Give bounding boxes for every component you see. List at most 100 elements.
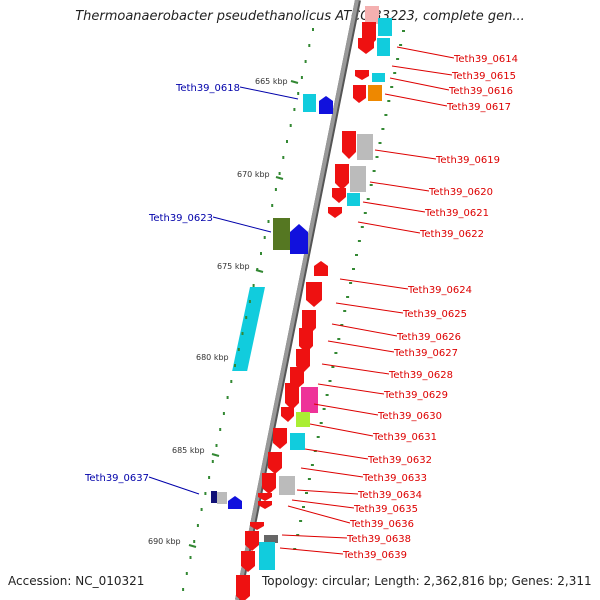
position-dot <box>363 212 367 214</box>
gene-feature-cyan[interactable] <box>378 18 392 36</box>
gene-arrow-blue[interactable] <box>319 96 333 114</box>
gene-label-right[interactable]: Teth39_0617 <box>446 102 511 113</box>
gene-label-right[interactable]: Teth39_0624 <box>407 285 472 296</box>
gene-feature-grey[interactable] <box>357 134 373 160</box>
gene-feature-darkgrey[interactable] <box>264 535 278 543</box>
gene-arrow-red[interactable] <box>285 383 299 410</box>
gene-feature-cyan[interactable] <box>259 542 275 570</box>
gene-label-right[interactable]: Teth39_0620 <box>428 187 493 198</box>
gene-arrow-red[interactable] <box>306 282 322 307</box>
position-dot <box>319 422 323 424</box>
position-dot <box>322 408 326 410</box>
position-dot <box>396 58 400 60</box>
position-dot <box>308 44 311 47</box>
gene-label-right[interactable]: Teth39_0621 <box>424 208 489 219</box>
gene-arrow-red[interactable] <box>281 407 294 422</box>
position-dot <box>355 254 358 256</box>
position-dot <box>312 28 314 31</box>
gene-arrow-red[interactable] <box>241 551 255 572</box>
position-dot <box>208 476 211 479</box>
gene-feature-cyan[interactable] <box>303 94 316 112</box>
gene-feature-lime[interactable] <box>296 412 310 427</box>
gene-label-left[interactable]: Teth39_0623 <box>148 213 213 224</box>
gene-label-right[interactable]: Teth39_0631 <box>372 432 437 443</box>
gene-feature-magenta[interactable] <box>301 387 318 413</box>
position-dot <box>196 524 199 527</box>
gene-label-right[interactable]: Teth39_0638 <box>346 534 411 545</box>
gene-arrow-red[interactable] <box>273 428 287 449</box>
gene-arrow-red[interactable] <box>355 70 369 80</box>
gene-label-right[interactable]: Teth39_0625 <box>402 309 467 320</box>
gene-label-leader <box>389 77 450 91</box>
gene-label-leader <box>291 499 355 509</box>
gene-label-leader <box>335 302 404 314</box>
gene-arrow-red[interactable] <box>250 522 264 530</box>
gene-feature-cyan[interactable] <box>372 73 385 82</box>
gene-arrow-red[interactable] <box>268 452 282 474</box>
gene-label-right[interactable]: Teth39_0622 <box>419 229 484 240</box>
gene-arrow-red[interactable] <box>353 85 366 103</box>
gene-arrow-red[interactable] <box>342 131 356 159</box>
gene-feature-pink[interactable] <box>365 6 379 24</box>
gene-arrow-red[interactable] <box>314 261 328 276</box>
gene-arrow-red[interactable] <box>236 575 250 600</box>
gene-label-right[interactable]: Teth39_0619 <box>435 155 500 166</box>
gene-arrow-blue[interactable] <box>228 496 242 509</box>
gene-label-right[interactable]: Teth39_0632 <box>367 455 432 466</box>
position-dot <box>189 556 192 559</box>
gene-feature-grey[interactable] <box>217 492 227 504</box>
position-dot <box>381 128 385 130</box>
position-dot <box>299 520 303 522</box>
gene-feature-navy[interactable] <box>211 491 217 503</box>
gene-arrow-red[interactable] <box>262 473 276 494</box>
gene-feature-cyan[interactable] <box>347 193 360 206</box>
gene-label-right[interactable]: Teth39_0626 <box>396 332 461 343</box>
gene-arrow-red[interactable] <box>358 38 374 54</box>
gene-arrow-red[interactable] <box>328 207 342 218</box>
gene-label-right[interactable]: Teth39_0636 <box>349 519 414 530</box>
gene-label-right[interactable]: Teth39_0627 <box>393 348 458 359</box>
gene-label-right[interactable]: Teth39_0616 <box>448 86 513 97</box>
gene-arrow-red[interactable] <box>299 328 313 353</box>
gene-label-leader <box>369 181 430 192</box>
gene-arrow-red[interactable] <box>258 501 272 509</box>
position-dot <box>305 492 308 494</box>
position-dot <box>260 252 262 255</box>
gene-label-right[interactable]: Teth39_0634 <box>357 490 422 501</box>
gene-label-right[interactable]: Teth39_0630 <box>377 411 442 422</box>
gene-label-left[interactable]: Teth39_0637 <box>84 473 149 484</box>
accession-text: Accession: NC_010321 <box>8 574 145 588</box>
gene-label-left[interactable]: Teth39_0618 <box>175 83 240 94</box>
gene-feature-grey[interactable] <box>350 166 366 192</box>
gene-arrow-red[interactable] <box>335 164 349 190</box>
gene-feature-cyan[interactable] <box>290 433 305 450</box>
position-dot <box>375 156 379 158</box>
gene-label-right[interactable]: Teth39_0628 <box>388 370 453 381</box>
position-dot <box>289 124 292 127</box>
gene-feature-cyan[interactable] <box>377 38 390 56</box>
position-dot <box>343 310 347 312</box>
gene-feature-orange[interactable] <box>368 85 382 101</box>
position-dot <box>219 428 222 431</box>
gene-label-right[interactable]: Teth39_0633 <box>362 473 427 484</box>
gene-label-right[interactable]: Teth39_0629 <box>383 390 448 401</box>
gene-label-right[interactable]: Teth39_0639 <box>342 550 407 561</box>
position-dot <box>286 140 288 143</box>
position-dot <box>334 352 338 354</box>
gene-label-right[interactable]: Teth39_0614 <box>453 54 518 65</box>
gene-feature-olive[interactable] <box>273 218 290 250</box>
gene-arrow-red[interactable] <box>332 188 346 203</box>
gene-feature-cyan-long[interactable] <box>232 287 265 371</box>
position-dot <box>366 198 370 200</box>
gene-arrow-red[interactable] <box>258 493 272 501</box>
position-dot <box>256 268 259 271</box>
gene-label-right[interactable]: Teth39_0615 <box>451 71 516 82</box>
gene-label-right[interactable]: Teth39_0635 <box>353 504 418 515</box>
gene-arrow-blue[interactable] <box>290 224 308 254</box>
gene-arrow-red[interactable] <box>245 531 259 551</box>
position-dot <box>296 534 300 536</box>
gene-feature-grey[interactable] <box>279 476 295 495</box>
position-dot <box>182 588 185 591</box>
